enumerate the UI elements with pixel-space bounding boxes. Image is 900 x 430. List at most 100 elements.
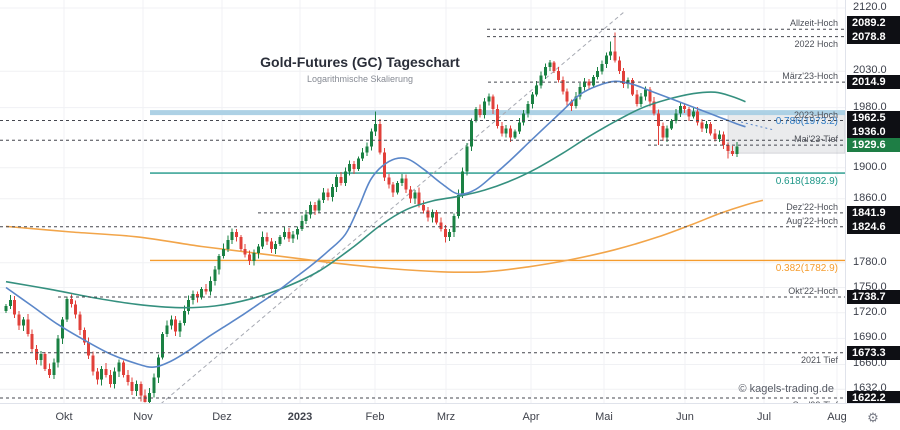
candle-body — [574, 96, 578, 107]
candle-body — [265, 236, 269, 242]
candle-body — [409, 189, 412, 199]
candle-body — [396, 183, 399, 193]
price-axis-tick: 1860.0 — [853, 192, 887, 204]
month-label-jun[interactable]: Jun — [676, 411, 694, 423]
candle-body — [113, 371, 117, 384]
candle-body — [378, 123, 382, 153]
level-price-badge: 1962.5 — [847, 111, 900, 125]
candle-body — [339, 176, 343, 184]
candle-body — [187, 300, 191, 312]
candle-body — [461, 171, 465, 195]
month-label-dez[interactable]: Dez — [212, 411, 232, 423]
candle-body — [726, 144, 730, 151]
candle-body — [17, 314, 21, 326]
axis-settings-gear-icon[interactable]: ⚙ — [867, 410, 879, 425]
month-label-nov[interactable]: Nov — [133, 411, 153, 423]
candle-body — [139, 383, 143, 396]
candle-body — [287, 232, 291, 239]
candle-body — [583, 81, 586, 88]
candle-body — [239, 236, 243, 249]
month-label-apr[interactable]: Apr — [522, 411, 540, 423]
chart-plot-area[interactable] — [0, 0, 845, 403]
current-price-badge: 1929.6 — [847, 138, 900, 152]
candle-body — [335, 176, 339, 187]
candle-body — [356, 158, 360, 170]
candle-body — [613, 51, 617, 61]
candle-body — [491, 96, 495, 110]
month-label-okt[interactable]: Okt — [55, 411, 73, 423]
ma-projection-dashed — [740, 121, 775, 131]
candle-body — [78, 314, 82, 330]
candle-body — [591, 77, 595, 86]
month-label-2023[interactable]: 2023 — [287, 411, 313, 423]
month-label-aug[interactable]: Aug — [827, 411, 847, 423]
candle-body — [622, 71, 626, 85]
candle-body — [161, 334, 165, 358]
candle-body — [169, 319, 173, 326]
candle-body — [535, 85, 539, 95]
candle-body — [248, 254, 252, 262]
price-axis[interactable]: 2120.0 2030.0 1980.0 1900.0 1860.0 1780.0 1750… — [845, 0, 900, 405]
candle-body — [195, 294, 199, 298]
candle-body — [670, 120, 673, 129]
candle-body — [178, 322, 182, 332]
price-axis-tick: 1780.0 — [853, 256, 887, 268]
price-axis-tick: 1720.0 — [853, 306, 887, 318]
candle-body — [61, 319, 64, 339]
candle-body — [82, 329, 86, 343]
candle-body — [717, 134, 721, 139]
candle-body — [361, 152, 365, 159]
candle-body — [700, 122, 704, 129]
candle-body — [400, 178, 404, 184]
candle-body — [256, 246, 260, 253]
price-axis-tick: 1900.0 — [853, 161, 887, 173]
candle-body — [374, 123, 378, 132]
candle-body — [435, 212, 439, 223]
candle-body — [539, 75, 543, 86]
candle-body — [674, 113, 678, 121]
ma-mid-teal — [5, 91, 746, 309]
candle-body — [552, 62, 556, 72]
candle-body — [561, 79, 565, 92]
candle-body — [269, 241, 273, 249]
candle-body — [469, 120, 473, 147]
candle-body — [13, 300, 17, 315]
ma-fast-blue — [5, 80, 746, 368]
level-price-badge: 2089.2 — [847, 16, 900, 30]
time-axis[interactable]: Okt Nov Dez 2023 Feb Mrz Apr Mai Jun Jul Aug ⚙ — [0, 403, 900, 430]
candle-body — [570, 101, 573, 107]
candle-body — [217, 256, 221, 270]
candle-body — [156, 357, 160, 378]
candle-body — [300, 220, 304, 229]
candle-body — [630, 79, 634, 95]
candle-body — [191, 294, 195, 301]
candle-body — [730, 150, 734, 154]
candle-body — [443, 228, 447, 237]
candle-body — [343, 171, 347, 184]
candle-body — [683, 106, 687, 109]
candle-body — [391, 184, 395, 193]
candle-body — [69, 299, 73, 305]
candle-body — [330, 187, 334, 198]
candle-body — [126, 375, 130, 383]
candle-body — [121, 362, 125, 375]
candle-body — [26, 319, 30, 334]
month-label-jul[interactable]: Jul — [756, 411, 772, 423]
month-label-mrz[interactable]: Mrz — [436, 411, 456, 423]
candle-body — [222, 248, 225, 257]
candle-body — [226, 240, 230, 249]
ma-slow-orange — [5, 199, 764, 274]
candle-body — [387, 177, 391, 185]
month-label-mai[interactable]: Mai — [595, 411, 613, 423]
candle-body — [556, 71, 560, 80]
candle-body — [182, 311, 186, 323]
candle-body — [522, 113, 526, 123]
candle-body — [543, 66, 547, 76]
candle-body — [478, 109, 482, 115]
candle-body — [235, 232, 238, 237]
candle-body — [665, 128, 669, 138]
candle-body — [56, 338, 60, 363]
month-label-feb[interactable]: Feb — [365, 411, 385, 423]
level-price-badge: 1673.3 — [847, 346, 900, 360]
